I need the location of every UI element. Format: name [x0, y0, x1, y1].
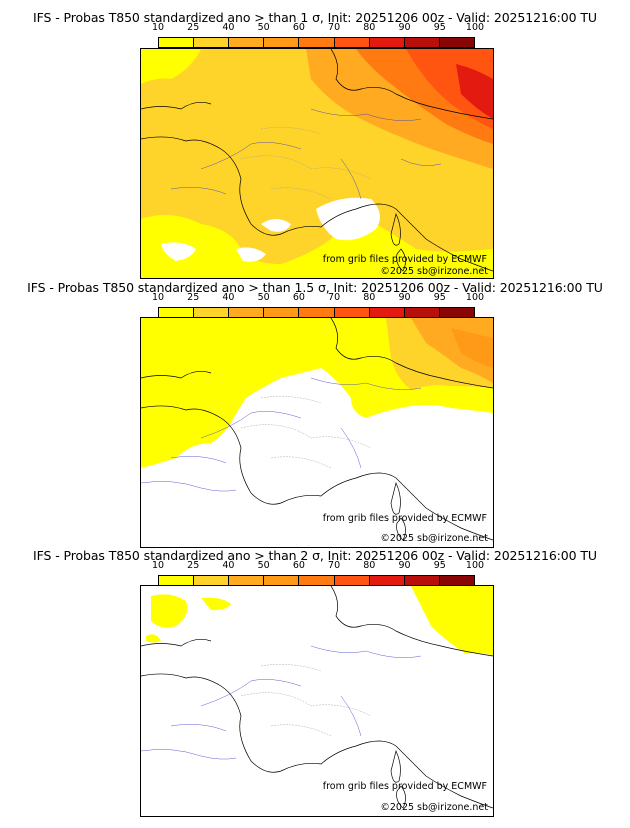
panel-title: IFS - Probas T850 standardized ano > tha…: [33, 548, 597, 563]
colorbar-label: 70: [328, 22, 341, 33]
colorbar-swatch: [439, 38, 474, 47]
colorbar-label: 70: [328, 292, 341, 303]
colorbar-label: 100: [465, 22, 485, 33]
colorbar-label: 95: [433, 292, 446, 303]
colorbar-swatch: [334, 576, 370, 585]
colorbar-swatch: [439, 576, 474, 585]
colorbar-swatch: [194, 308, 230, 317]
colorbar-label: 50: [257, 560, 270, 571]
credit-source: from grib files provided by ECMWF: [322, 781, 487, 792]
colorbar-label: 80: [363, 22, 376, 33]
colorbar-swatch: [369, 38, 405, 47]
colorbar-swatch: [404, 576, 440, 585]
colorbar: 10 25 40 50 60 70 80 90 95 100: [152, 560, 484, 586]
probability-map: from grib files provided by ECMWF ©2025 …: [140, 585, 494, 817]
colorbar-swatch: [299, 576, 335, 585]
colorbar-swatch: [404, 308, 440, 317]
colorbar-swatch: [159, 576, 195, 585]
colorbar-swatch: [229, 576, 265, 585]
colorbar-swatch: [334, 308, 370, 317]
colorbar-label: 50: [257, 22, 270, 33]
panel-title: IFS - Probas T850 standardized ano > tha…: [33, 10, 597, 25]
credit-copyright: ©2025 sb@irizone.net: [380, 533, 488, 544]
colorbar-label: 95: [433, 560, 446, 571]
probability-map: from grib files provided by ECMWF ©2025 …: [140, 317, 494, 548]
colorbar-swatch: [194, 38, 230, 47]
colorbar-swatch: [264, 308, 300, 317]
colorbar-label: 40: [222, 292, 235, 303]
colorbar-swatch: [264, 576, 300, 585]
credit-copyright: ©2025 sb@irizone.net: [380, 802, 488, 813]
colorbar-swatch: [334, 38, 370, 47]
colorbar-labels: 10 25 40 50 60 70 80 90 95 100: [152, 292, 484, 306]
colorbar-label: 80: [363, 292, 376, 303]
map-panel-1: IFS - Probas T850 standardized ano > tha…: [0, 10, 630, 280]
colorbar-swatch: [159, 38, 195, 47]
colorbar-label: 95: [433, 22, 446, 33]
colorbar-label: 40: [222, 22, 235, 33]
colorbar-swatch: [229, 308, 265, 317]
colorbar-label: 80: [363, 560, 376, 571]
colorbar-swatch: [369, 308, 405, 317]
colorbar-label: 10: [151, 560, 165, 571]
colorbar-label: 100: [465, 560, 485, 571]
colorbar: 10 25 40 50 60 70 80 90 95 100: [152, 292, 484, 318]
colorbar-label: 10: [151, 22, 165, 33]
colorbar-swatch: [229, 38, 265, 47]
colorbar-label: 90: [398, 560, 411, 571]
probability-map: from grib files provided by ECMWF ©2025 …: [140, 48, 494, 279]
colorbar-label: 25: [187, 22, 200, 33]
colorbar-label: 50: [257, 292, 270, 303]
colorbar: 10 25 40 50 60 70 80 90 95 100: [152, 22, 484, 48]
colorbar-swatch: [369, 576, 405, 585]
map-panel-3: IFS - Probas T850 standardized ano > tha…: [0, 548, 630, 818]
colorbar-swatch: [159, 308, 195, 317]
colorbar-swatch: [194, 576, 230, 585]
credit-source: from grib files provided by ECMWF: [322, 513, 487, 524]
colorbar-label: 60: [292, 560, 305, 571]
colorbar-swatches: [158, 37, 475, 48]
colorbar-label: 70: [328, 560, 341, 571]
colorbar-label: 10: [151, 292, 165, 303]
colorbar-label: 25: [187, 292, 200, 303]
colorbar-labels: 10 25 40 50 60 70 80 90 95 100: [152, 22, 484, 36]
colorbar-label: 100: [465, 292, 485, 303]
colorbar-label: 60: [292, 22, 305, 33]
credit-source: from grib files provided by ECMWF: [322, 254, 487, 265]
colorbar-label: 90: [398, 22, 411, 33]
colorbar-swatch: [299, 308, 335, 317]
colorbar-swatch: [439, 308, 474, 317]
colorbar-label: 60: [292, 292, 305, 303]
credit-copyright: ©2025 sb@irizone.net: [380, 266, 488, 277]
panel-title: IFS - Probas T850 standardized ano > tha…: [27, 280, 603, 295]
colorbar-label: 25: [187, 560, 200, 571]
colorbar-label: 40: [222, 560, 235, 571]
colorbar-swatch: [404, 38, 440, 47]
colorbar-swatch: [299, 38, 335, 47]
colorbar-swatch: [264, 38, 300, 47]
colorbar-label: 90: [398, 292, 411, 303]
colorbar-labels: 10 25 40 50 60 70 80 90 95 100: [152, 560, 484, 574]
map-panel-2: IFS - Probas T850 standardized ano > tha…: [0, 280, 630, 550]
